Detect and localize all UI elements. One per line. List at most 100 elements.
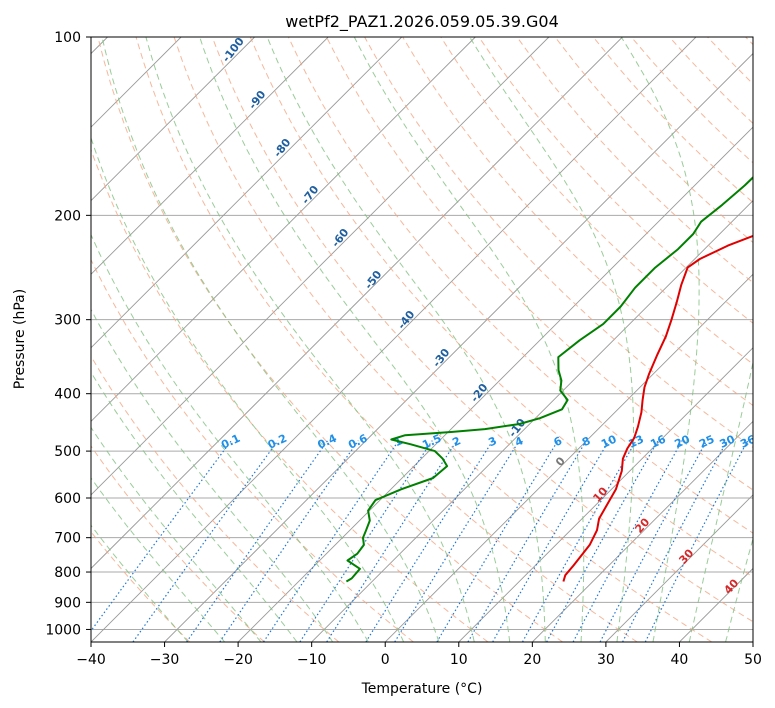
isotherm-line [532,420,753,642]
temperature-profile-line [562,234,753,582]
mixing-ratio-label: 10 [599,432,619,450]
isotherm-line [458,347,753,642]
isotherm-line [91,37,476,422]
mixing-ratio-line [436,440,559,642]
dry-adiabat-line [211,37,753,623]
mixing-ratio-line [572,440,683,642]
isotherm-line [91,37,623,570]
dry-adiabat-label: -20 [468,381,491,405]
mixing-ratio-line [644,440,749,642]
y-tick-label: 900 [54,595,81,611]
moist-adiabat-line [266,37,546,642]
mixing-ratio-line [599,440,708,642]
moist-adiabat-line [469,37,634,642]
mixing-ratio-line [546,440,659,642]
x-tick-label: −20 [223,652,253,668]
mixing-ratio-line [622,440,728,642]
moist-adiabat-line [145,37,475,642]
moist-adiabat-line [91,233,369,642]
x-tick-label: −10 [297,652,327,668]
isotherm-grid [91,37,753,642]
moist-adiabat-line [620,37,700,642]
dry-adiabat-lines [91,37,753,642]
isotherm-line [384,273,753,642]
mixing-ratio-line [186,440,329,642]
mixing-ratio-lines [91,440,749,642]
dry-adiabat-line [440,37,753,365]
isotherm-line [605,494,753,642]
mixing-ratio-label: 36 [738,432,758,450]
moist-adiabat-lines [91,37,753,642]
moist-adiabat-label: 0 [553,454,568,469]
chart-title: wetPf2_PAZ1.2026.059.05.39.G04 [285,12,559,32]
x-tick-label: −40 [76,652,106,668]
dry-adiabat-label: -90 [246,88,269,112]
dry-adiabat-line [287,37,753,534]
mixing-ratio-label: 3 [486,434,498,449]
moist-adiabat-line [353,37,585,642]
moist-adiabat-label: 20 [632,515,652,535]
isotherm-line [164,52,753,642]
x-tick-label: 50 [744,652,762,668]
dry-adiabat-label: -80 [271,136,294,160]
dewpoint-profile-line [345,176,753,583]
dry-adiabat-line [91,355,340,642]
dry-adiabat-line [91,148,489,642]
moist-adiabat-line [91,426,262,642]
moist-adiabat-label: 10 [590,484,610,504]
mixing-ratio-line [394,440,520,642]
isotherm-line [752,641,753,642]
y-tick-label: 100 [54,30,81,46]
mixing-ratio-label: 16 [648,432,668,450]
dry-adiabat-line [97,37,563,642]
mixing-ratio-line [492,440,610,642]
dry-adiabat-label: -40 [395,308,418,332]
mixing-ratio-label: 25 [697,433,716,451]
dry-adiabat-line [135,37,638,642]
mixing-ratio-label: 0.4 [316,432,339,452]
isotherm-line [91,37,550,496]
y-tick-label: 1000 [45,622,81,638]
moist-adiabat-line [91,308,334,642]
moist-adiabat-label: 30 [676,546,696,566]
mixing-ratio-label: 30 [718,432,738,450]
x-tick-label: 20 [523,652,541,668]
mixing-ratio-line [521,440,637,642]
dry-adiabat-label: -30 [430,346,453,370]
dry-adiabat-label: -100 [220,35,247,65]
dry-adiabat-label: -60 [329,226,352,250]
dry-adiabat-line [91,445,265,642]
x-tick-label: 30 [597,652,615,668]
mixing-ratio-label: 0.6 [346,432,369,452]
mixing-ratio-label: 6 [552,434,565,449]
mixing-ratio-line [91,440,232,632]
isobar-grid [91,37,753,630]
dry-adiabat-labels: -100-90-80-70-60-50-40-30-20-10 [220,35,529,440]
mixing-ratio-line [467,440,587,642]
moist-adiabat-line [91,477,226,642]
mixing-ratio-label: 20 [673,432,693,450]
mixing-ratio-line [219,440,359,642]
dry-adiabat-line [326,37,753,491]
moist-adiabat-line [688,360,753,642]
y-tick-label: 300 [54,313,81,329]
mixing-ratio-line [299,440,433,642]
dry-adiabat-label: -70 [299,183,322,207]
plot-frame [90,36,754,643]
mixing-ratio-line [326,440,458,642]
moist-adiabat-line [725,536,753,642]
isotherm-line [91,37,255,202]
moist-adiabat-line [91,524,189,642]
y-axis-title: Pressure (hPa) [12,289,28,389]
dry-adiabat-line [91,531,191,642]
moist-adiabat-line [91,371,298,642]
mixing-ratio-label: 0.2 [266,432,289,452]
isotherm-line [679,567,753,642]
isotherm-line [91,37,403,349]
mixing-ratio-line [365,440,494,642]
isotherm-line [311,200,753,642]
dry-adiabat-line [91,258,414,642]
moist-adiabat-line [91,136,405,642]
